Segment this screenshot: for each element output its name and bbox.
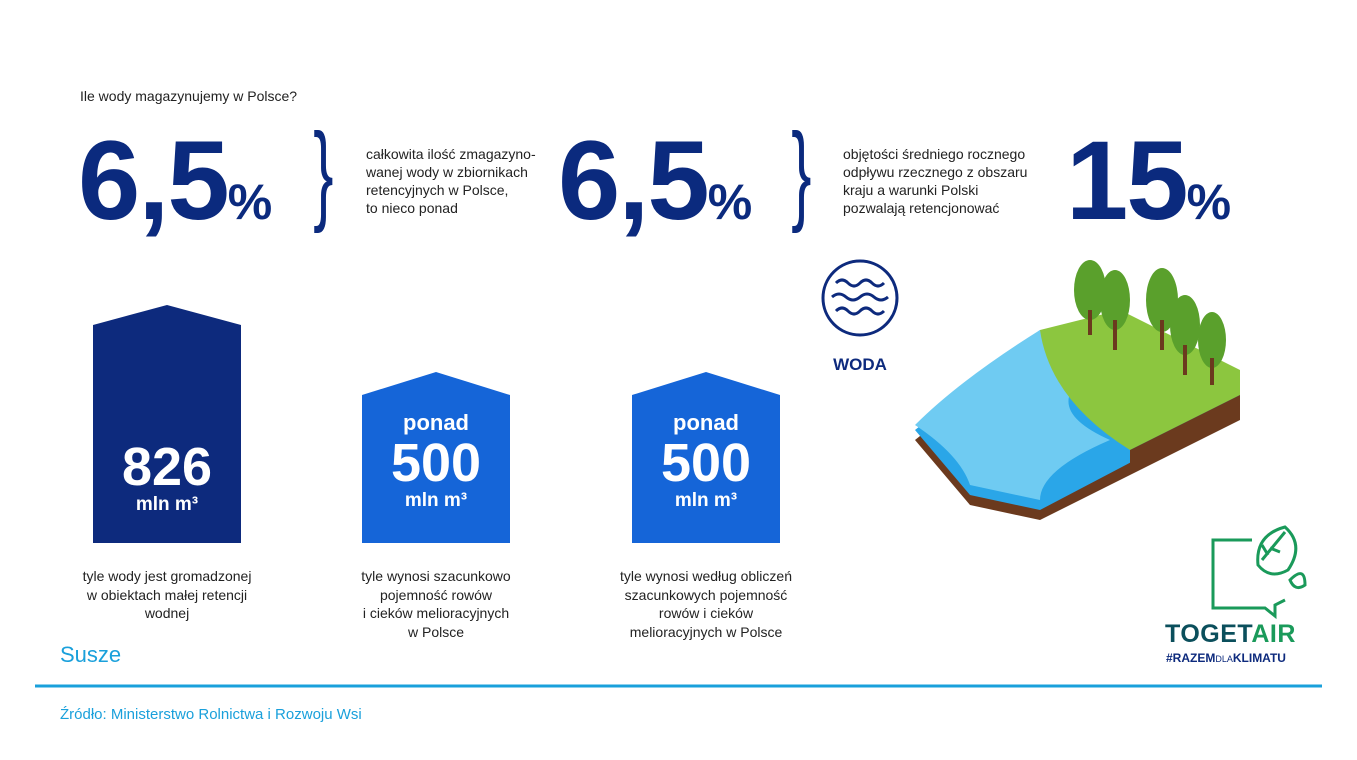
logo-text: AIR (1251, 620, 1296, 648)
box-shape (632, 372, 780, 543)
logo-text: KLIMATU (1232, 651, 1286, 665)
box-caption: tyle wody jest gromadzonej w obiektach ma… (37, 567, 297, 623)
text-line: kraju a warunki Polski (843, 182, 979, 198)
box-unit: mln m³ (135, 494, 199, 515)
stat-unit: % (1186, 174, 1232, 230)
text-line: całkowita ilość zmagazyno- (366, 146, 536, 162)
text-line: pozwalają retencjonować (843, 200, 1000, 216)
text-line: odpływu rzecznego z obszaru (843, 164, 1028, 180)
text-line: melioracyjnych w Polsce (629, 623, 783, 640)
stat-unit: % (707, 174, 753, 230)
box-shape (93, 305, 241, 543)
text-line: wodnej (144, 605, 190, 621)
text-line: tyle wynosi szacunkowo (361, 568, 511, 584)
stat-unit: % (227, 174, 273, 230)
text-line: rowów i cieków (658, 605, 754, 621)
box-caption: tyle wynosi według obliczeń szacunkowych … (576, 567, 836, 641)
text-line: objętości średniego rocznego (843, 146, 1026, 162)
stat-number: 6,5% (78, 125, 272, 237)
text-line: szacunkowych pojemność (624, 586, 788, 603)
brace: } (313, 111, 334, 234)
logo-text: TOGET (1165, 620, 1252, 648)
text-line: tyle wynosi według obliczeń (620, 568, 792, 584)
icon-label: WODA (833, 355, 887, 374)
box-value: 500 (660, 433, 752, 493)
brace: } (791, 111, 812, 234)
box-shape (362, 372, 510, 543)
box-value: 500 (390, 433, 482, 493)
text-line: wanej wody w zbiornikach (366, 164, 528, 180)
logo-name: TOGETAIR (1165, 620, 1296, 649)
box-unit: mln m³ (674, 490, 738, 511)
stat-value: 15 (1066, 118, 1189, 243)
source: Źródło: Ministerstwo Rolnictwa i Rozwoju… (60, 706, 362, 723)
stat-value: 6,5 (78, 118, 230, 243)
text-line: w Polsce (407, 623, 465, 640)
stat-description: całkowita ilość zmagazyno-wanej wody w z… (366, 145, 536, 217)
text-line: retencyjnych w Polsce, (366, 182, 509, 198)
stat-number: 15% (1066, 125, 1231, 237)
box-prefix: ponad (673, 410, 739, 435)
logo-text: #RAZEM (1166, 651, 1216, 665)
text-line: to nieco ponad (366, 200, 458, 216)
text-line: pojemność rowów (379, 586, 493, 603)
text-line: tyle wody jest gromadzonej (82, 568, 252, 584)
stat-number: 6,5% (558, 125, 752, 237)
stat-box: 826 mln m³ (93, 440, 241, 516)
logo-tag: #RAZEMDLAKLIMATU (1166, 651, 1286, 665)
box-unit: mln m³ (404, 490, 468, 511)
stat-description: objętości średniego rocznego odpływu rzec… (843, 145, 1027, 217)
stat-box: ponad 500 mln m³ (362, 410, 510, 512)
box-value: 826 (121, 437, 213, 497)
text-line: w obiektach małej retencji (86, 586, 248, 603)
stat-box: ponad 500 mln m³ (632, 410, 780, 512)
logo-icon (1211, 525, 1307, 620)
box-caption: tyle wynosi szacunkowo pojemność rowów i c… (306, 567, 566, 641)
logo-text: DLA (1215, 654, 1233, 664)
text-line: i cieków melioracyjnych (362, 605, 510, 621)
stat-value: 6,5 (558, 118, 710, 243)
landscape-illustration (915, 260, 1240, 520)
box-prefix: ponad (403, 410, 469, 435)
question: Ile wody magazynujemy w Polsce? (80, 88, 298, 104)
water-icon (821, 259, 899, 337)
section-label: Susze (60, 642, 122, 667)
